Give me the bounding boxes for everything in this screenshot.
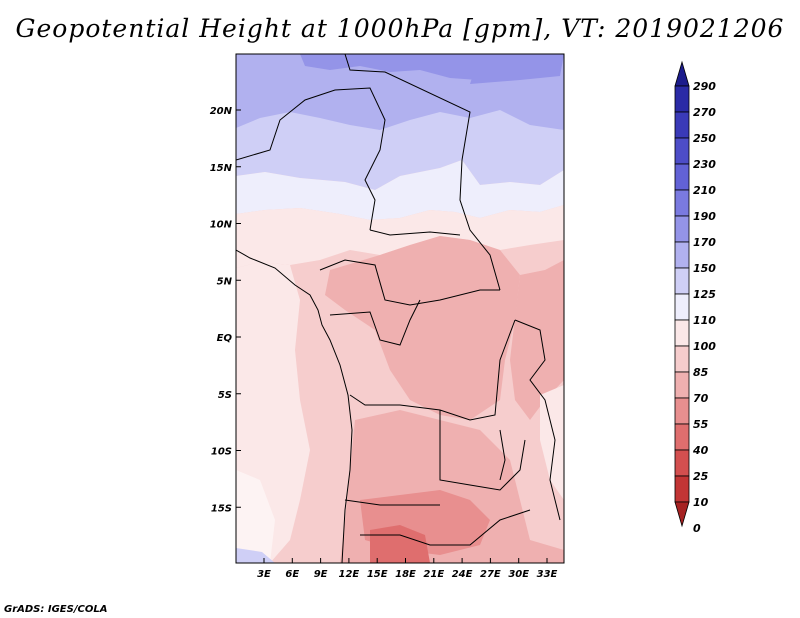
colorbar-label: 170	[693, 236, 716, 249]
longitude-axis: 3E 6E 9E 12E 15E 18E 21E 24E 27E 30E 33E	[257, 558, 558, 580]
lake-tanganyika	[499, 429, 506, 481]
colorbar-segment	[674, 293, 690, 321]
colorbar-segment	[674, 267, 690, 295]
west-coastline	[236, 249, 353, 563]
lon-label: 27E	[480, 569, 501, 580]
colorbar-label: 210	[693, 184, 716, 197]
colorbar-label: 110	[693, 314, 716, 327]
lat-label: 20N	[210, 106, 233, 117]
colorbar-top-arrow	[674, 60, 690, 87]
colorbar-segment	[674, 85, 690, 113]
lat-label: 5N	[217, 276, 233, 287]
colorbar-segment	[674, 111, 690, 139]
colorbar-segment	[674, 397, 690, 425]
latitude-axis: 20N 15N 10N 5N EQ 5S 10S 15S	[210, 106, 241, 514]
border-south	[360, 509, 531, 546]
map-title: Geopotential Height at 1000hPa [gpm], VT…	[15, 14, 785, 43]
lat-label: EQ	[217, 333, 233, 344]
colorbar-segment	[674, 215, 690, 243]
colorbar-label: 40	[692, 444, 709, 457]
lon-label: 30E	[508, 569, 529, 580]
lat-label: 15N	[210, 163, 233, 174]
colorbar: 2902702502302101901701501251101008570554…	[674, 60, 716, 535]
border-east-1	[459, 159, 501, 291]
lon-label: 24E	[452, 569, 473, 580]
lat-label: 10S	[211, 447, 232, 458]
colorbar-segment	[674, 449, 690, 477]
border-central-1	[369, 229, 461, 236]
colorbar-segment	[674, 345, 690, 373]
border-congo-1	[329, 299, 421, 346]
colorbar-label: 100	[693, 340, 716, 353]
colorbar-label: 55	[693, 418, 709, 431]
colorbar-label: 125	[693, 288, 716, 301]
colorbar-label: 150	[693, 262, 716, 275]
border-drc	[349, 319, 516, 421]
contour-100-110-north	[236, 205, 564, 268]
colorbar-label: 0	[693, 522, 701, 535]
border-north-1	[344, 54, 471, 161]
lon-label: 12E	[339, 569, 360, 580]
border-namibia	[344, 499, 440, 506]
contour-110-125	[236, 160, 564, 220]
contour-low-sw	[236, 470, 275, 563]
colorbar-label: 250	[693, 132, 716, 145]
lat-label: 15S	[211, 503, 232, 514]
border-central-2	[319, 259, 500, 306]
lon-label: 9E	[314, 569, 328, 580]
map-frame	[235, 53, 565, 564]
border-north-2	[236, 87, 386, 231]
contour-blue-sw	[236, 548, 275, 563]
contour-70-85-east	[510, 260, 564, 420]
contour-field	[236, 54, 564, 563]
lon-label: 15E	[367, 569, 388, 580]
colorbar-segment	[674, 189, 690, 217]
colorbar-segment	[674, 423, 690, 451]
lon-label: 33E	[537, 569, 558, 580]
colorbar-segment	[674, 137, 690, 165]
colorbar-bottom-arrow	[674, 501, 690, 528]
political-boundaries	[236, 54, 561, 563]
contour-70-85-central	[325, 236, 520, 420]
colorbar-label: 230	[693, 158, 716, 171]
lon-label: 18E	[395, 569, 416, 580]
colorbar-segment	[674, 241, 690, 269]
lon-label: 6E	[285, 569, 299, 580]
contour-170-190	[300, 54, 480, 80]
colorbar-label: 10	[693, 496, 709, 509]
colorbar-label: 270	[693, 106, 716, 119]
colorbar-label: 190	[693, 210, 716, 223]
colorbar-segment	[674, 319, 690, 347]
colorbar-label: 70	[693, 392, 709, 405]
colorbar-segment	[674, 371, 690, 399]
colorbar-label: 290	[693, 80, 716, 93]
colorbar-segment	[674, 163, 690, 191]
lon-label: 21E	[423, 569, 444, 580]
colorbar-label: 25	[693, 470, 709, 483]
border-angola-zambia	[439, 410, 526, 491]
border-east-lakes	[514, 319, 561, 521]
contour-100-110-east	[540, 385, 564, 500]
lat-label: 5S	[218, 390, 232, 401]
lon-label: 3E	[257, 569, 271, 580]
credit-label: GrADS: IGES/COLA	[4, 604, 108, 615]
contour-170-190-east	[470, 54, 564, 84]
colorbar-label: 85	[693, 366, 709, 379]
colorbar-segment	[674, 475, 690, 503]
lat-label: 10N	[210, 220, 233, 231]
